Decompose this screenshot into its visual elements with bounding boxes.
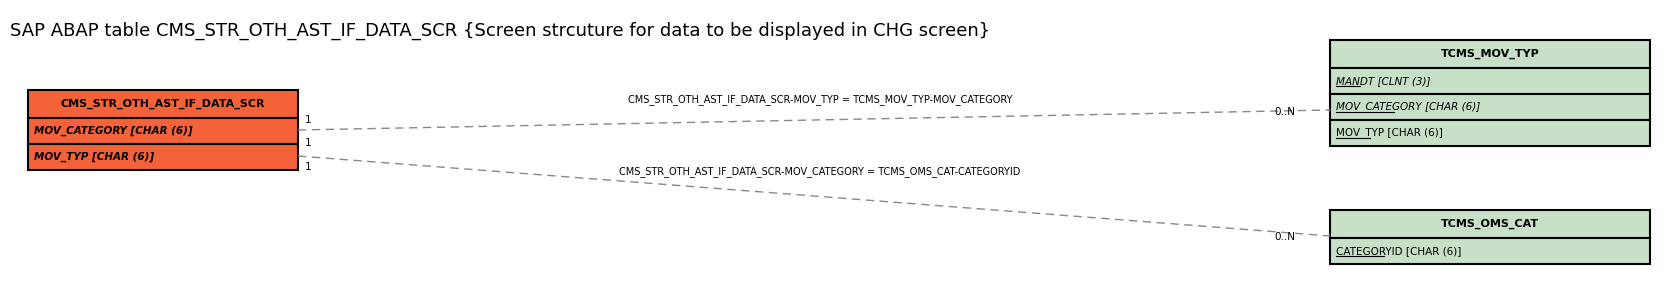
Text: CATEGORYID [CHAR (6)]: CATEGORYID [CHAR (6)]: [1336, 246, 1461, 256]
Text: MOV_TYP [CHAR (6)]: MOV_TYP [CHAR (6)]: [33, 152, 153, 162]
Text: TCMS_MOV_TYP: TCMS_MOV_TYP: [1441, 49, 1540, 59]
Text: TCMS_OMS_CAT: TCMS_OMS_CAT: [1441, 219, 1540, 229]
FancyBboxPatch shape: [1329, 40, 1650, 68]
Text: MANDT [CLNT (3)]: MANDT [CLNT (3)]: [1336, 76, 1431, 86]
Text: MOV_TYP [CHAR (6)]: MOV_TYP [CHAR (6)]: [1336, 128, 1443, 138]
FancyBboxPatch shape: [1329, 238, 1650, 264]
FancyBboxPatch shape: [1329, 120, 1650, 146]
FancyBboxPatch shape: [1329, 210, 1650, 238]
Text: SAP ABAP table CMS_STR_OTH_AST_IF_DATA_SCR {Screen strcuture for data to be disp: SAP ABAP table CMS_STR_OTH_AST_IF_DATA_S…: [10, 22, 991, 40]
FancyBboxPatch shape: [28, 144, 299, 170]
Text: 1: 1: [305, 115, 312, 125]
Text: 0..N: 0..N: [1274, 232, 1294, 242]
Text: MOV_CATEGORY [CHAR (6)]: MOV_CATEGORY [CHAR (6)]: [1336, 102, 1480, 112]
Text: 1: 1: [305, 138, 312, 148]
Text: 0..N: 0..N: [1274, 107, 1294, 117]
Text: 1: 1: [305, 162, 312, 172]
FancyBboxPatch shape: [1329, 94, 1650, 120]
Text: MOV_CATEGORY [CHAR (6)]: MOV_CATEGORY [CHAR (6)]: [33, 126, 192, 136]
Text: CMS_STR_OTH_AST_IF_DATA_SCR-MOV_CATEGORY = TCMS_OMS_CAT-CATEGORYID: CMS_STR_OTH_AST_IF_DATA_SCR-MOV_CATEGORY…: [619, 167, 1021, 178]
FancyBboxPatch shape: [28, 118, 299, 144]
FancyBboxPatch shape: [1329, 68, 1650, 94]
Text: CMS_STR_OTH_AST_IF_DATA_SCR-MOV_TYP = TCMS_MOV_TYP-MOV_CATEGORY: CMS_STR_OTH_AST_IF_DATA_SCR-MOV_TYP = TC…: [627, 95, 1012, 105]
FancyBboxPatch shape: [28, 90, 299, 118]
Text: CMS_STR_OTH_AST_IF_DATA_SCR: CMS_STR_OTH_AST_IF_DATA_SCR: [60, 99, 265, 109]
